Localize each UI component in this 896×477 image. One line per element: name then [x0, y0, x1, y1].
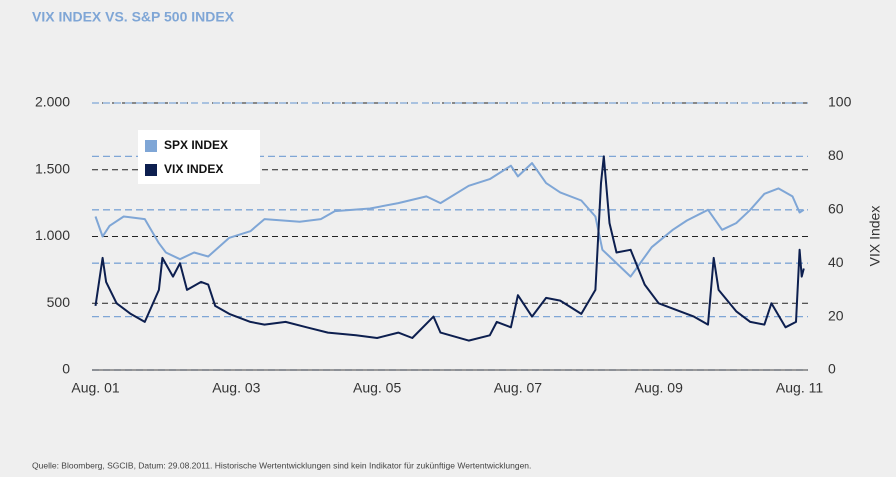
y2-tick-label: 20 — [828, 307, 844, 323]
y2-tick-label: 60 — [828, 201, 844, 217]
y-tick-label: 0 — [62, 361, 70, 377]
legend-label: VIX INDEX — [164, 162, 223, 176]
legend-label: SPX INDEX — [164, 138, 228, 152]
y2-tick-label: 0 — [828, 361, 836, 377]
y2-axis-label: VIX Index — [867, 206, 883, 267]
y-tick-label: 500 — [47, 294, 71, 310]
x-tick-label: Aug. 03 — [212, 380, 260, 396]
x-tick-label: Aug. 07 — [494, 380, 542, 396]
x-tick-label: Aug. 09 — [635, 380, 683, 396]
y2-tick-label: 40 — [828, 254, 844, 270]
legend-swatch — [145, 164, 157, 176]
series-line — [94, 155, 805, 342]
chart-title: VIX INDEX VS. S&P 500 INDEX — [32, 9, 235, 25]
legend-box — [138, 130, 260, 184]
legend-swatch — [145, 140, 157, 152]
x-tick-label: Aug. 01 — [71, 380, 119, 396]
x-tick-label: Aug. 05 — [353, 380, 401, 396]
source-note: Quelle: Bloomberg, SGCIB, Datum: 29.08.2… — [32, 460, 531, 470]
y-tick-label: 2.000 — [35, 94, 70, 110]
series-line — [94, 162, 805, 278]
y-tick-label: 1.000 — [35, 227, 70, 243]
y-tick-label: 1.500 — [35, 160, 70, 176]
y2-tick-label: 80 — [828, 147, 844, 163]
x-tick-label: Aug. 11 — [776, 380, 823, 396]
y2-tick-label: 100 — [828, 94, 852, 110]
